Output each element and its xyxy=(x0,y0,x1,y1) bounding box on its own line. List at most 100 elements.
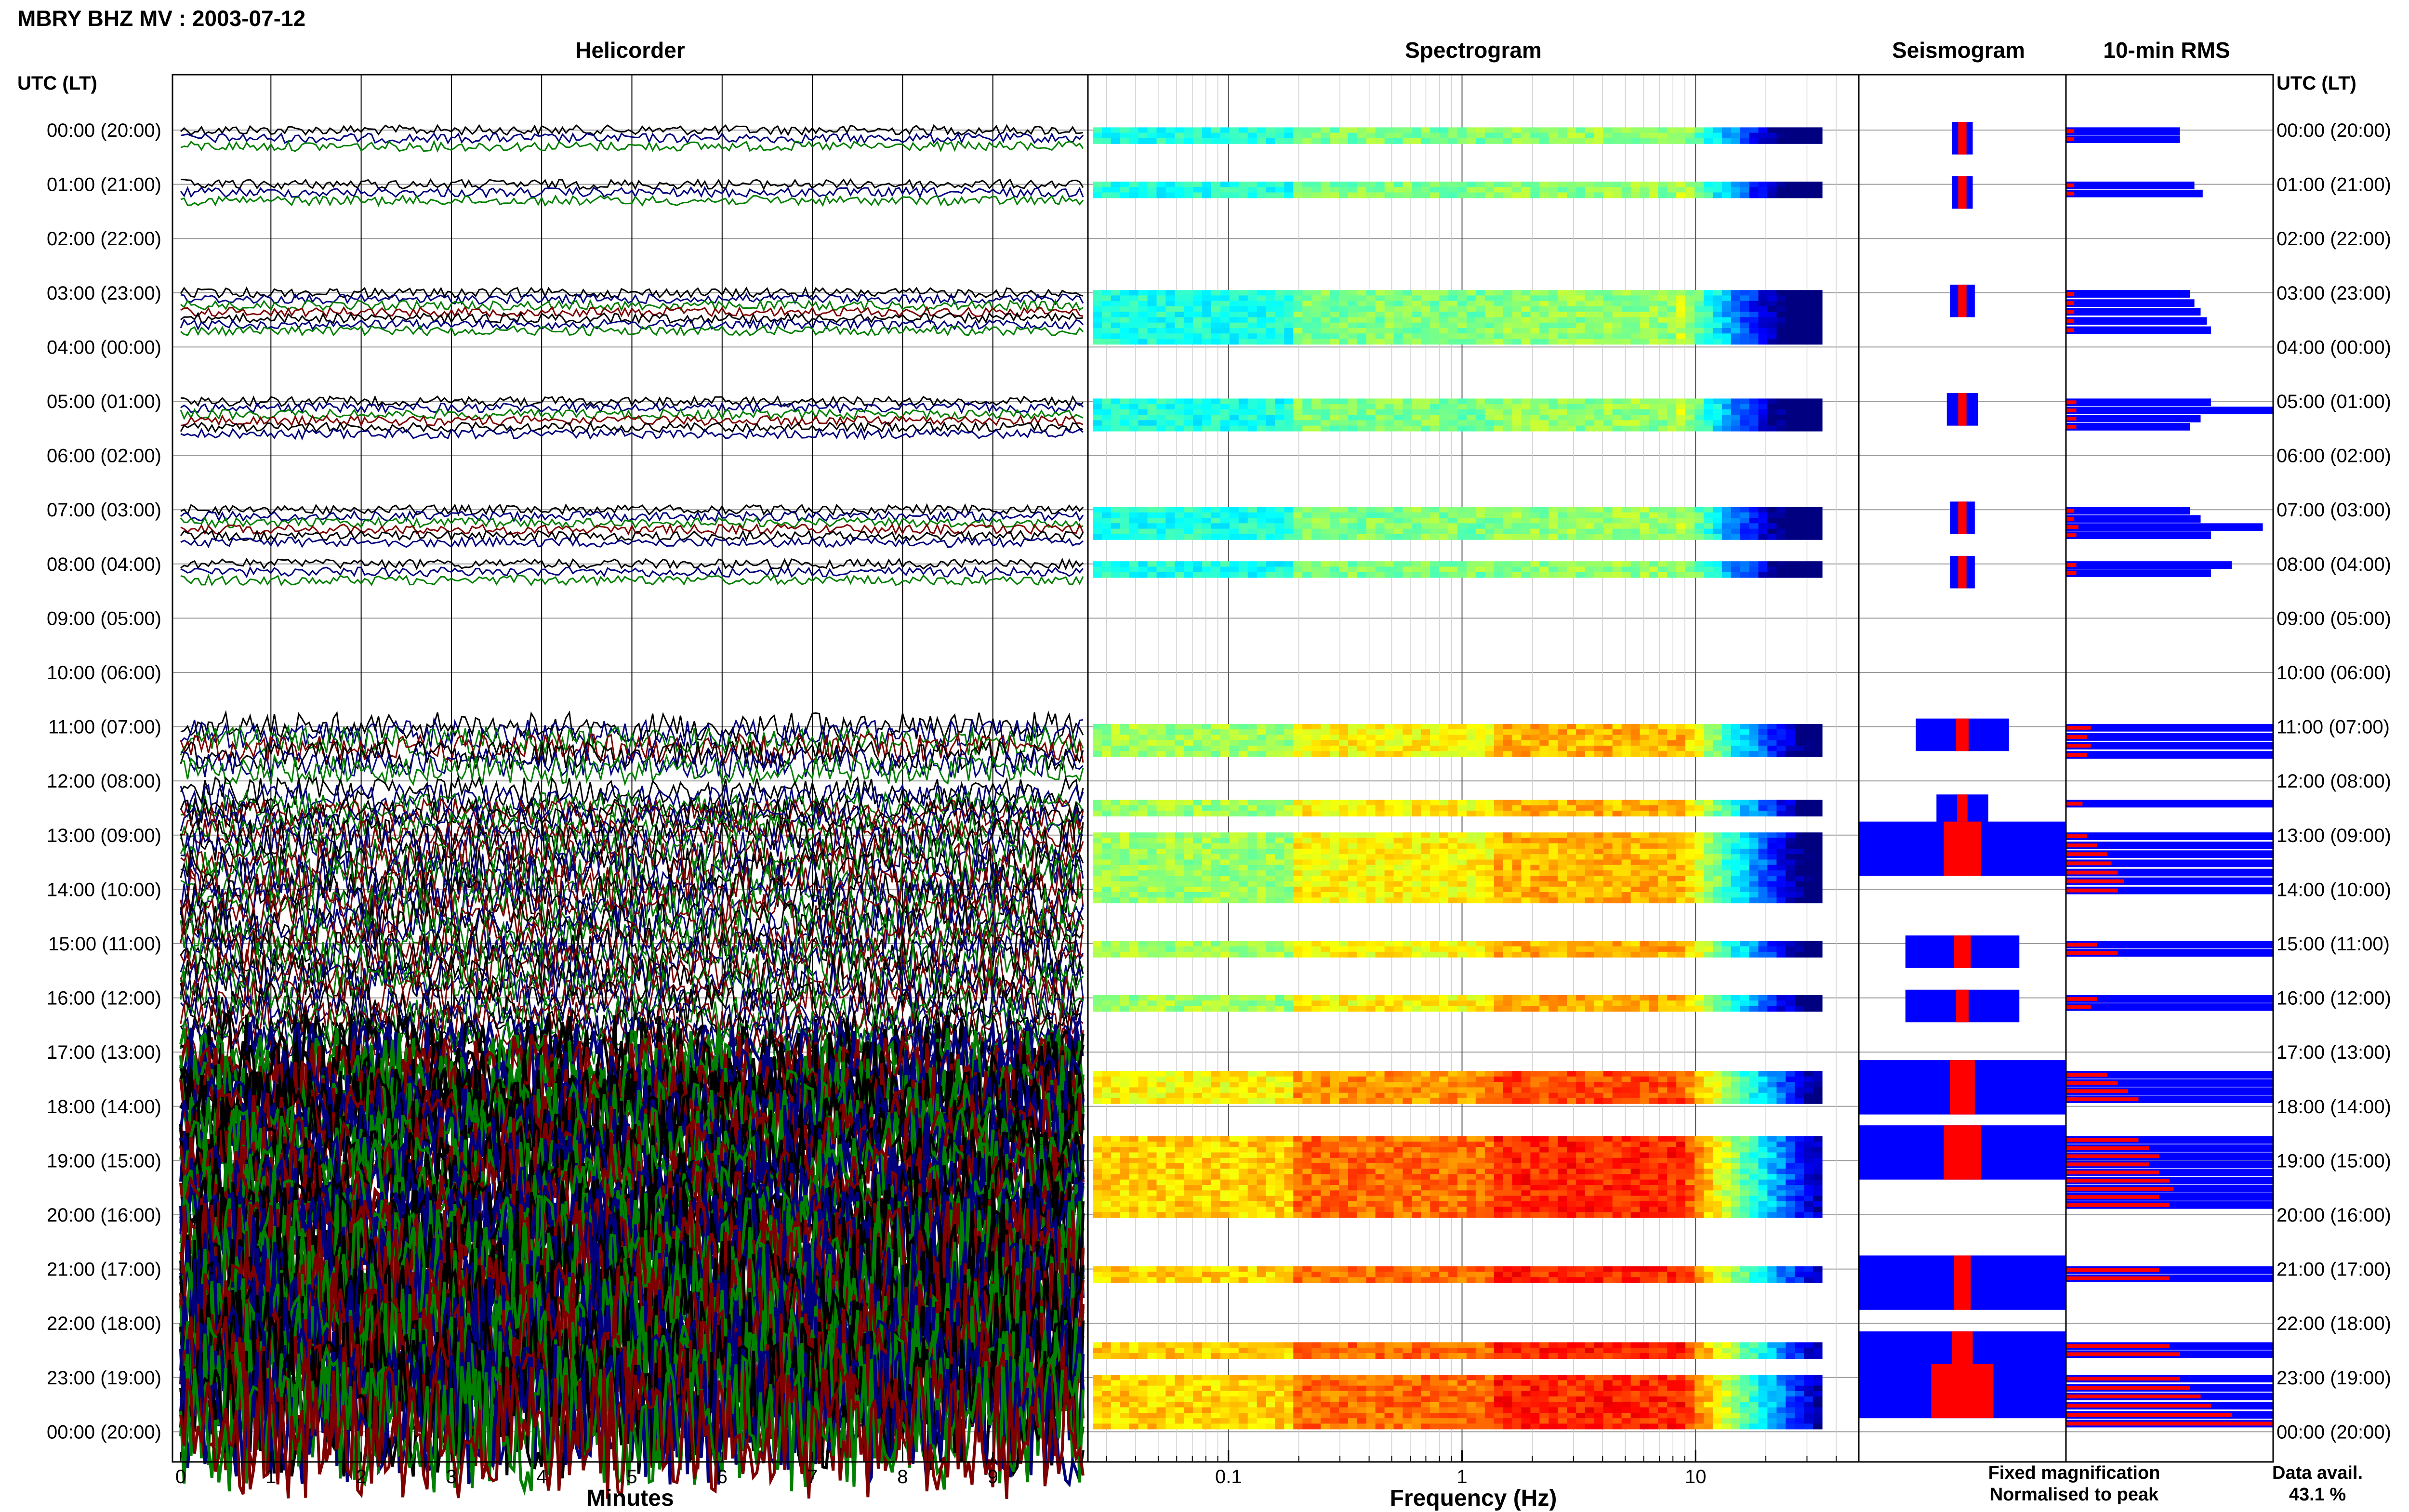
spectrogram-cell xyxy=(1549,811,1558,816)
spectrogram-cell xyxy=(1512,507,1522,513)
spectrogram-cell xyxy=(1129,138,1139,144)
spectrogram-cell xyxy=(1594,572,1604,578)
spectrogram-cell xyxy=(1603,339,1613,345)
spectrogram-cell xyxy=(1567,409,1576,415)
spectrogram-cell xyxy=(1704,870,1713,876)
spectrogram-cell xyxy=(1284,746,1294,751)
spectrogram-cell xyxy=(1439,420,1449,426)
spectrogram-cell xyxy=(1257,317,1267,323)
spectrogram-cell xyxy=(1357,832,1367,839)
spectrogram-cell xyxy=(1576,512,1586,518)
spectrogram-cell xyxy=(1330,1006,1339,1012)
spectrogram-cell xyxy=(1293,800,1303,806)
spectrogram-cell xyxy=(1229,512,1239,518)
spectrogram-cell xyxy=(1247,512,1257,518)
spectrogram-cell xyxy=(1731,1071,1741,1077)
spectrogram-cell xyxy=(1120,1071,1130,1077)
spectrogram-cell xyxy=(1412,572,1421,578)
spectrogram-cell xyxy=(1512,127,1522,133)
spectrogram-cell xyxy=(1211,881,1221,887)
spectrogram-cell xyxy=(1576,534,1586,540)
spectrogram-cell xyxy=(1612,425,1622,432)
spectrogram-cell xyxy=(1129,404,1139,410)
spectrogram-cell xyxy=(1731,843,1741,849)
spectrogram-cell xyxy=(1603,512,1613,518)
spectrogram-cell xyxy=(1175,138,1184,144)
spectrogram-cell xyxy=(1494,409,1504,415)
spectrogram-cell xyxy=(1667,301,1677,307)
spectrogram-cell xyxy=(1266,398,1276,405)
spectrogram-cell xyxy=(1293,746,1303,751)
spectrogram-cell xyxy=(1321,523,1330,529)
spectrogram-cell xyxy=(1247,854,1257,860)
spectrogram-cell xyxy=(1712,735,1722,741)
spectrogram-cell xyxy=(1786,333,1795,340)
spectrogram-cell xyxy=(1704,572,1713,578)
spectrogram-cell xyxy=(1229,859,1239,866)
spectrogram-cell xyxy=(1348,528,1358,535)
spectrogram-cell xyxy=(1220,865,1230,871)
spectrogram-cell xyxy=(1403,290,1412,296)
spectrogram-cell xyxy=(1412,729,1421,736)
spectrogram-cell xyxy=(1357,523,1367,529)
spectrogram-cell xyxy=(1211,561,1221,567)
spectrogram-cell xyxy=(1795,507,1804,513)
spectrogram-cell xyxy=(1676,512,1686,518)
spectrogram-cell xyxy=(1630,946,1641,952)
spectrogram-cell xyxy=(1321,946,1330,952)
spectrogram-cell xyxy=(1603,561,1613,567)
spectrogram-cell xyxy=(1412,398,1421,405)
spectrogram-cell xyxy=(1156,523,1166,529)
spectrogram-cell xyxy=(1175,415,1184,421)
spectrogram-cell xyxy=(1229,805,1239,811)
spectrogram-cell xyxy=(1375,838,1385,844)
spectrogram-cell xyxy=(1293,182,1303,187)
spectrogram-cell xyxy=(1275,425,1284,432)
spectrogram-cell xyxy=(1457,740,1467,746)
spectrogram-cell xyxy=(1138,876,1148,882)
spectrogram-cell xyxy=(1795,523,1804,529)
spectrogram-cell xyxy=(1712,192,1722,198)
spectrogram-cell xyxy=(1776,518,1786,524)
spectrogram-cell xyxy=(1412,1006,1421,1012)
spectrogram-cell xyxy=(1120,138,1130,144)
spectrogram-cell xyxy=(1147,892,1157,898)
spectrogram-cell xyxy=(1339,312,1349,318)
spectrogram-cell xyxy=(1238,892,1248,898)
spectrogram-cell xyxy=(1439,138,1449,144)
rms-title: 10-min RMS xyxy=(2103,38,2230,63)
spectrogram-cell xyxy=(1603,897,1613,904)
spectrogram-cell xyxy=(1721,881,1732,887)
spectrogram-cell xyxy=(1521,192,1531,198)
spectrogram-cell xyxy=(1558,295,1567,302)
spectrogram-cell xyxy=(1311,566,1321,573)
spectrogram-cell xyxy=(1093,404,1102,410)
spectrogram-cell xyxy=(1430,518,1440,524)
spectrogram-cell xyxy=(1612,317,1622,323)
spectrogram-cell xyxy=(1238,838,1248,844)
spectrogram-cell xyxy=(1549,398,1558,405)
spectrogram-cell xyxy=(1594,312,1604,318)
spectrogram-cell xyxy=(1640,306,1649,312)
spectrogram-cell xyxy=(1795,892,1804,898)
spectrogram-cell xyxy=(1357,1006,1367,1012)
spectrogram-cell xyxy=(1712,746,1722,751)
spectrogram-cell xyxy=(1330,328,1339,334)
spectrogram-cell xyxy=(1193,301,1203,307)
spectrogram-cell xyxy=(1612,1071,1622,1077)
spectrogram-cell xyxy=(1503,1071,1513,1077)
spectrogram-cell xyxy=(1321,897,1330,904)
spectrogram-cell xyxy=(1366,1071,1376,1077)
spectrogram-cell xyxy=(1494,295,1504,302)
spectrogram-cell xyxy=(1813,528,1823,535)
spectrogram-cell xyxy=(1549,420,1558,426)
spectrogram-cell xyxy=(1321,724,1330,730)
spectrogram-cell xyxy=(1430,897,1440,904)
spectrogram-cell xyxy=(1521,865,1531,871)
spectrogram-cell xyxy=(1093,572,1102,578)
spectrogram-cell xyxy=(1740,1000,1750,1007)
spectrogram-cell xyxy=(1649,534,1658,540)
spectrogram-cell xyxy=(1330,843,1339,849)
spectrogram-cell xyxy=(1175,892,1184,898)
spectrogram-cell xyxy=(1220,290,1230,296)
